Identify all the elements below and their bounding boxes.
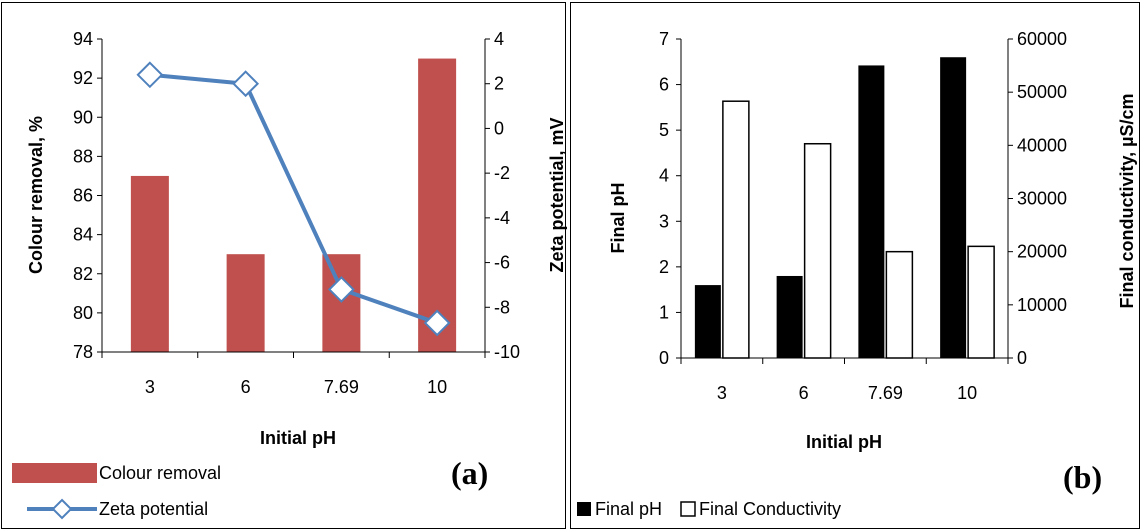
x-axis-title-b: Initial pH bbox=[806, 432, 882, 452]
bar-colour-removal-3 bbox=[130, 175, 169, 352]
x-tick-label-b: 10 bbox=[957, 383, 977, 403]
legend-swatch-colour-removal bbox=[12, 463, 97, 483]
y2-tick-label-a: -4 bbox=[494, 208, 510, 228]
y-tick-label-a: 88 bbox=[73, 146, 93, 166]
y-tick-label-b: 3 bbox=[659, 211, 669, 231]
legend-label-final-conductivity: Final Conductivity bbox=[699, 499, 841, 519]
y2-tick-label-b: 50000 bbox=[1017, 82, 1067, 102]
bar-colour-removal-7.69 bbox=[322, 254, 361, 352]
bar-final-conductivity-6 bbox=[803, 142, 832, 359]
chart-panel-a: 78 80 82 84 86 88 90 92 94 -10 -8 -6 -4 -2 0 2 4 3 6 7.69… bbox=[1, 2, 567, 529]
x-tick-label-a: 6 bbox=[241, 377, 251, 397]
x-tick-label-b: 6 bbox=[799, 383, 809, 403]
y-axis-title-a: Colour removal, % bbox=[26, 116, 46, 274]
legend-label-zeta-potential: Zeta potential bbox=[99, 499, 208, 519]
zeta-potential-point-10 bbox=[423, 309, 451, 337]
chart-a-svg: 78 80 82 84 86 88 90 92 94 -10 -8 -6 -4 -2 0 2 4 3 6 7.69… bbox=[12, 29, 567, 520]
y-tick-label-a: 92 bbox=[73, 68, 93, 88]
legend-swatch-zeta-potential-marker bbox=[51, 498, 73, 520]
bar-final-ph-6 bbox=[776, 275, 803, 358]
y2-tick-label-a: 0 bbox=[494, 118, 504, 138]
y2-tick-label-b: 20000 bbox=[1017, 242, 1067, 262]
chart-panel-b: 0 1 2 3 4 5 6 7 0 10000 20000 30000 40000 50000 60000… bbox=[570, 2, 1140, 529]
bar-final-ph-10 bbox=[940, 57, 967, 358]
x-tick-label-b: 3 bbox=[717, 383, 727, 403]
legend-label-final-ph: Final pH bbox=[595, 499, 662, 519]
y2-axis-title-b: Final conductivity, µS/cm bbox=[1117, 93, 1137, 308]
y-tick-label-a: 84 bbox=[73, 225, 93, 245]
bar-final-ph-3 bbox=[694, 285, 721, 358]
bar-final-conductivity-10 bbox=[967, 245, 995, 359]
bar-colour-removal-6 bbox=[226, 254, 265, 352]
y-tick-label-a: 90 bbox=[73, 107, 93, 127]
y2-tick-label-a: -2 bbox=[494, 163, 510, 183]
panel-label-a: (a) bbox=[451, 455, 488, 491]
y2-tick-label-b: 40000 bbox=[1017, 135, 1067, 155]
y-tick-label-a: 82 bbox=[73, 264, 93, 284]
x-tick-label-b: 7.69 bbox=[868, 383, 903, 403]
y2-tick-label-a: -6 bbox=[494, 253, 510, 273]
y-tick-label-b: 1 bbox=[659, 302, 669, 322]
y-tick-label-b: 7 bbox=[659, 29, 669, 49]
zeta-potential-point-7.69 bbox=[327, 275, 355, 303]
zeta-potential-line bbox=[149, 72, 438, 325]
y-tick-label-b: 0 bbox=[659, 348, 669, 368]
y2-tick-label-a: 4 bbox=[494, 29, 504, 49]
zeta-potential-point-3 bbox=[136, 61, 164, 89]
zeta-potential-point-6 bbox=[232, 70, 260, 98]
bar-final-conductivity-7.69 bbox=[885, 250, 914, 359]
y2-tick-label-b: 0 bbox=[1017, 348, 1027, 368]
y-tick-label-a: 80 bbox=[73, 303, 93, 323]
y-tick-label-b: 5 bbox=[659, 120, 669, 140]
y2-tick-label-b: 10000 bbox=[1017, 295, 1067, 315]
y-tick-label-a: 86 bbox=[73, 186, 93, 206]
legend-swatch-final-conductivity bbox=[680, 501, 696, 517]
legend-a: Colour removal Zeta potential bbox=[12, 463, 221, 520]
y2-tick-label-b: 30000 bbox=[1017, 189, 1067, 209]
legend-swatch-final-ph bbox=[577, 502, 591, 516]
x-tick-label-a: 7.69 bbox=[324, 377, 359, 397]
y-tick-label-a: 94 bbox=[73, 29, 93, 49]
legend-label-colour-removal: Colour removal bbox=[99, 463, 221, 483]
chart-b-svg: 0 1 2 3 4 5 6 7 0 10000 20000 30000 40000 50000 60000… bbox=[577, 29, 1137, 519]
bar-final-ph-7.69 bbox=[858, 65, 885, 358]
x-axis-title-a: Initial pH bbox=[260, 428, 336, 448]
y-tick-label-b: 2 bbox=[659, 257, 669, 277]
y2-tick-label-a: -10 bbox=[494, 342, 520, 362]
x-tick-label-a: 3 bbox=[145, 377, 155, 397]
panel-label-b: (b) bbox=[1063, 459, 1102, 495]
y-tick-label-b: 6 bbox=[659, 75, 669, 95]
y2-tick-label-a: 2 bbox=[494, 74, 504, 94]
bar-final-conductivity-3 bbox=[722, 100, 750, 359]
x-tick-label-a: 10 bbox=[427, 377, 447, 397]
legend-b: Final pH Final Conductivity bbox=[577, 499, 841, 519]
y-tick-label-b: 4 bbox=[659, 166, 669, 186]
y2-tick-label-a: -8 bbox=[494, 297, 510, 317]
bar-colour-removal-10 bbox=[418, 58, 457, 352]
y-tick-label-a: 78 bbox=[73, 342, 93, 362]
y2-axis-title-a: Zeta potential, mV bbox=[547, 117, 567, 272]
y2-tick-label-b: 60000 bbox=[1017, 29, 1067, 49]
y-axis-title-b: Final pH bbox=[608, 183, 628, 254]
